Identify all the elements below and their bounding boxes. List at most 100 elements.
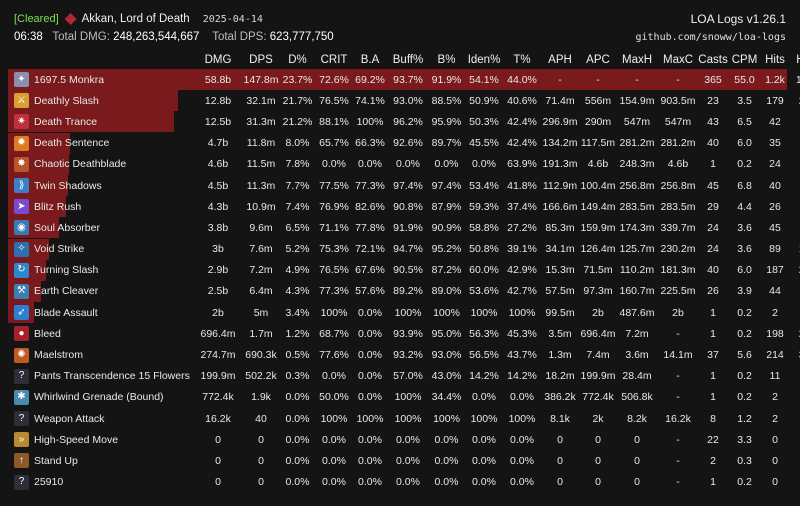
- cell-buff: 0.0%: [396, 454, 420, 467]
- skill-row[interactable]: ↻ Turning Slash 2.9b 7.2m 4.9% 76.5% 67.6% 90.5…: [8, 260, 800, 281]
- column-header-cpm[interactable]: CPM: [731, 54, 758, 66]
- skill-name-cell: ⚒ Earth Cleaver: [8, 281, 194, 302]
- cell-b: 91.9%: [431, 73, 462, 86]
- cell-crit: 50.0%: [319, 391, 349, 404]
- cell-crit: 0.0%: [322, 370, 346, 383]
- cell-hpm: 3.6: [789, 154, 800, 175]
- column-header-t[interactable]: T%: [513, 54, 531, 66]
- skill-row[interactable]: ◉ Soul Absorber 3.8b 9.6m 6.5% 71.1% 77.8% 91.9…: [8, 217, 800, 238]
- cell-cpm: 0.2: [737, 370, 752, 383]
- skill-row[interactable]: ⟫ Twin Shadows 4.5b 11.3m 7.7% 77.5% 77.3% 97.4…: [8, 175, 800, 196]
- column-header-maxh[interactable]: MaxH: [621, 54, 653, 66]
- skill-row[interactable]: ⚔ Deathly Slash 12.8b 32.1m 21.7% 76.5% 74.1% 9…: [8, 90, 800, 111]
- cell-crit: 76.5%: [319, 264, 349, 277]
- skill-row[interactable]: ? Weapon Attack 16.2k 40 0.0% 100% 100% 100% 100…: [8, 408, 800, 429]
- cell-cpm: 6.5: [737, 115, 752, 128]
- skill-row[interactable]: ✦ 1697.5 Monkra 58.8b 147.8m 23.7% 72.6% 69.2%…: [8, 69, 800, 90]
- cell-apc: 772.4k: [582, 391, 614, 404]
- cell-d: 5.2%: [285, 243, 310, 256]
- cell-t: 27.2%: [507, 221, 537, 234]
- column-header-dmg[interactable]: DMG: [204, 54, 232, 66]
- cell-cpm: 3.5: [737, 94, 752, 107]
- skill-name-wrap: ✸ Chaotic Deathblade: [14, 156, 194, 172]
- cell-t: 40.6%: [507, 94, 537, 107]
- skill-row[interactable]: » High-Speed Move 0 0 0.0% 0.0% 0.0% 0.0% 0.0% 0.…: [8, 429, 800, 450]
- column-header-hits[interactable]: Hits: [765, 54, 785, 66]
- cell-aph: 191.3m: [542, 158, 578, 171]
- cell-buff: 93.9%: [393, 327, 423, 340]
- cell-d: 23.7%: [282, 73, 313, 86]
- skill-row[interactable]: ✸ Chaotic Deathblade 4.6b 11.5m 7.8% 0.0% 0.0%…: [8, 154, 800, 175]
- skill-row[interactable]: ↑ Stand Up 0 0 0.0% 0.0% 0.0% 0.0% 0.0% 0.0% 0.0% 0…: [8, 450, 800, 471]
- column-header-casts[interactable]: Casts: [698, 54, 728, 66]
- cell-b-a: 0.0%: [358, 327, 382, 340]
- cell-d: 7.4%: [285, 200, 310, 213]
- cell-b-a: 74.1%: [355, 94, 385, 107]
- cell-maxc: 339.7m: [660, 221, 696, 234]
- skill-row[interactable]: ✺ Maelstrom 274.7m 690.3k 0.5% 77.6% 0.0% 93.2%…: [8, 344, 800, 365]
- skill-name: Weapon Attack: [34, 412, 105, 425]
- column-header-maxc[interactable]: MaxC: [662, 54, 694, 66]
- table-header-row: DMG DPS D% CRIT B.A Buff% B% Iden% T% APH APC MaxH M…: [8, 51, 800, 69]
- skill-name-cell: ✱ Whirlwind Grenade (Bound): [8, 387, 194, 408]
- cell-maxc: -: [676, 391, 680, 404]
- cell-maxh: 0: [634, 433, 640, 446]
- cell-crit: 75.3%: [319, 243, 349, 256]
- cell-hpm: 3.9: [789, 196, 800, 217]
- cell-t: 100%: [508, 412, 536, 425]
- skill-row[interactable]: ⚒ Earth Cleaver 2.5b 6.4m 4.3% 77.3% 57.6% 89.2…: [8, 281, 800, 302]
- column-header-b[interactable]: B%: [437, 54, 456, 66]
- column-header-d[interactable]: D%: [288, 54, 307, 66]
- cell-apc: 0: [595, 433, 601, 446]
- cell-dps: 7.6m: [249, 243, 273, 256]
- cell-hits: 0: [772, 476, 778, 489]
- cell-hits: 26: [769, 200, 781, 213]
- cell-crit: 77.5%: [319, 179, 349, 192]
- skill-row[interactable]: ✱ Whirlwind Grenade (Bound) 772.4k 1.9k 0.0%…: [8, 387, 800, 408]
- cell-maxc: -: [676, 454, 680, 467]
- skill-row[interactable]: ➶ Blade Assault 2b 5m 3.4% 100% 0.0% 100% 100% 10…: [8, 302, 800, 323]
- column-header-crit[interactable]: CRIT: [320, 54, 348, 66]
- column-header-buff[interactable]: Buff%: [392, 54, 424, 66]
- skill-row[interactable]: ✹ Death Sentence 4.7b 11.8m 8.0% 65.7% 66.3% 92…: [8, 133, 800, 154]
- column-header-aph[interactable]: APH: [548, 54, 572, 66]
- skill-name: Chaotic Deathblade: [34, 158, 127, 171]
- cell-iden: 100%: [470, 412, 498, 425]
- github-link[interactable]: github.com/snoww/loa-logs: [635, 32, 786, 43]
- column-header-name[interactable]: [8, 51, 194, 69]
- skill-row[interactable]: ➤ Blitz Rush 4.3b 10.9m 7.4% 76.9% 82.6% 90.8% 8…: [8, 196, 800, 217]
- skill-row[interactable]: ● Bleed 696.4m 1.7m 1.2% 68.7% 0.0% 93.9% 95.0% 5…: [8, 323, 800, 344]
- column-header-apc[interactable]: APC: [586, 54, 610, 66]
- cell-buff: 93.2%: [393, 349, 423, 362]
- cell-t: 42.9%: [507, 264, 537, 277]
- column-header-b-a[interactable]: B.A: [360, 54, 380, 66]
- skill-row[interactable]: ? 25910 0 0 0.0% 0.0% 0.0% 0.0% 0.0% 0.0% 0.0% 0 0 0 -…: [8, 472, 800, 493]
- skill-name-cell: ↑ Stand Up: [8, 450, 194, 471]
- column-header-iden[interactable]: Iden%: [467, 54, 501, 66]
- skill-name-wrap: ↑ Stand Up: [14, 453, 194, 469]
- cell-cpm: 3.9: [737, 285, 752, 298]
- skill-name: Maelstrom: [34, 349, 84, 362]
- cell-maxh: 125.7m: [619, 243, 655, 256]
- cell-d: 0.0%: [285, 391, 310, 404]
- cell-aph: 386.2k: [544, 391, 576, 404]
- skill-row[interactable]: ✷ Death Trance 12.5b 31.3m 21.2% 88.1% 100% 96.…: [8, 111, 800, 132]
- cell-casts: 365: [704, 73, 722, 86]
- cell-b: 43.0%: [431, 370, 462, 383]
- skill-name-wrap: » High-Speed Move: [14, 432, 194, 448]
- cell-hits: 24: [769, 158, 781, 171]
- column-header-dps[interactable]: DPS: [249, 54, 273, 66]
- cell-t: 37.4%: [507, 200, 537, 213]
- total-dmg-value: 248,263,544,667: [113, 31, 200, 43]
- cell-aph: 99.5m: [545, 306, 575, 319]
- column-header-hpm[interactable]: HPM: [789, 51, 800, 69]
- cell-maxh: 0: [634, 454, 640, 467]
- cell-cpm: 0.2: [737, 306, 752, 319]
- skill-row[interactable]: ✧ Void Strike 3b 7.6m 5.2% 75.3% 72.1% 94.7% 95.…: [8, 239, 800, 260]
- cell-maxc: 547m: [664, 115, 692, 128]
- cell-b: 0.0%: [434, 158, 459, 171]
- cell-hits: 44: [769, 285, 781, 298]
- cell-maxh: 7.2m: [625, 327, 649, 340]
- skill-row[interactable]: ? Pants Transcendence 15 Flowers 199.9m 502…: [8, 366, 800, 387]
- cell-iden: 0.0%: [472, 433, 496, 446]
